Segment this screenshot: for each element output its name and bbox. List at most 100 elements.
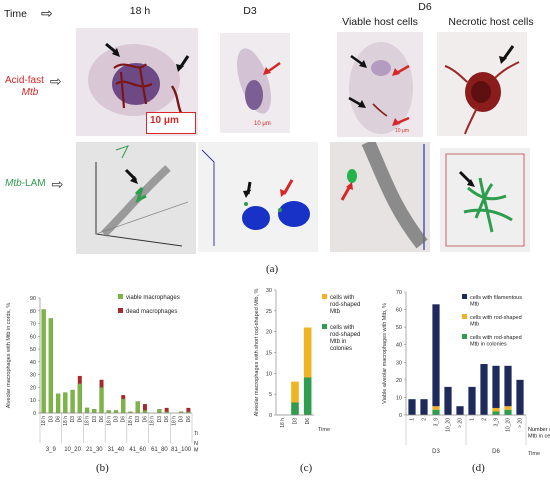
scale-bar-label: 10 μm (395, 128, 409, 134)
x-tick-label: 1 (410, 418, 416, 421)
legend-label: cells with rod-shaped Mtb in colonies (330, 325, 360, 352)
x-tick-label: D3 (48, 416, 54, 423)
legend-swatch (118, 294, 123, 299)
x-tick-label: 18 h (280, 418, 286, 428)
col-header-d3: D3 (243, 5, 257, 17)
x-tick-label: D3 (135, 416, 141, 423)
x-tick-label: D3 (293, 418, 299, 425)
chart-c: 0 5 10 15 20 25 30 18 h D3 D6 Time Alveolar macroph… (250, 280, 380, 460)
row-label-lam-suffix: -LAM (21, 178, 46, 189)
group-label: D3 (432, 449, 440, 455)
y-tick-label: 20 (30, 385, 36, 391)
scale-bar-label: 10 μm (254, 121, 271, 127)
bar-viable (63, 392, 68, 414)
bar-viable (142, 410, 148, 414)
x-tick-label: D6 (164, 416, 170, 423)
y-tick-label: 10 (30, 398, 36, 404)
micrograph-18h-acid-fast: 10 μm (76, 28, 198, 136)
right-arrow-icon: ⇨ (51, 176, 64, 192)
x-tick-label: 18 h (106, 416, 112, 426)
bar-rod (303, 327, 312, 378)
y-tick-label: 70 (396, 290, 402, 296)
micrograph-d3-acid-fast: 10 μm (220, 33, 290, 133)
x-tick-label: > 20 (458, 418, 464, 428)
bar-dead (186, 407, 191, 412)
y-tick-label: 60 (396, 308, 402, 314)
micrograph-d6-necrotic-lam (440, 148, 530, 252)
group-label: 41_60 (129, 447, 146, 453)
micrograph-18h-lam (76, 142, 196, 254)
bar-colonies (492, 411, 500, 415)
x-tick-label: 2 (422, 418, 428, 421)
bar-filamentous (468, 386, 476, 415)
x-tick-label: D6 (142, 416, 148, 423)
bar-viable (99, 387, 104, 414)
group-label: 3_9 (46, 447, 57, 453)
bar-viable (55, 393, 61, 414)
x-tick-label: D3 (70, 416, 76, 423)
chart-d-svg: 0 10 20 30 40 50 60 70 1 2 3_9 10_20 > 20 1 2 3_9 10_20 >… (382, 290, 550, 457)
group-axis-label: Number ofMtb in cells (528, 427, 550, 440)
bar-viable (92, 409, 97, 414)
y-axis-label: Alveolar macrophages with short rod-shap… (254, 289, 260, 417)
x-tick-label: D6 (186, 416, 192, 423)
x-tick-label: 10_20 (506, 418, 512, 432)
bar-filamentous (492, 365, 500, 408)
bar-filamentous (504, 365, 512, 407)
time-axis-label: Time (318, 427, 330, 433)
bar-viable (41, 309, 46, 414)
time-label: Time (4, 7, 27, 20)
bar-colonies (291, 402, 299, 415)
legend-label: cells with rod-shaped Mtb in colonies (470, 335, 522, 348)
bar-filamentous (480, 364, 488, 415)
x-tick-label: 1 (470, 418, 476, 421)
micrograph-d6-necrotic-acid-fast (437, 32, 527, 136)
bar-filamentous (456, 406, 464, 415)
figure-label-c: (c) (300, 462, 313, 474)
chart-c-svg: 0 5 10 15 20 25 30 18 h D3 D6 Time Alveolar macroph… (254, 288, 360, 433)
y-tick-label: 60 (30, 334, 36, 340)
x-tick-label: D6 (56, 416, 62, 423)
x-tick-label: 3_9 (494, 418, 500, 427)
bar-rod (432, 406, 440, 410)
x-tick-label: > 20 (518, 418, 524, 428)
legend-label: cells with rod-shaped Mtb (330, 295, 360, 315)
legend-swatch (322, 324, 327, 329)
col-header-18h: 18 h (129, 5, 151, 17)
x-tick-label: D3 (157, 416, 163, 423)
bar-filamentous (420, 399, 428, 415)
group-label: 61_80 (151, 447, 168, 453)
bar-dead (99, 379, 104, 388)
y-tick-label: 30 (266, 288, 272, 294)
x-tick-label: D3 (92, 416, 98, 423)
bar-dead (164, 407, 169, 412)
legend-swatch (322, 294, 327, 299)
y-tick-label: 0 (269, 413, 272, 419)
y-tick-label: 70 (30, 322, 36, 328)
bar-viable (157, 409, 162, 414)
bar-dead (121, 395, 126, 399)
bar-dead (77, 375, 82, 384)
time-header: Time ⇨ (4, 5, 53, 22)
legend-swatch (462, 294, 467, 299)
bar-viable (135, 401, 140, 414)
micrograph-d3-lam (198, 142, 318, 252)
time-axis-label: Time (194, 431, 198, 437)
chart-d: 0 10 20 30 40 50 60 70 1 2 3_9 10_20 > 20 1 2 3_9 10_20 >… (378, 280, 550, 460)
bar-colonies (432, 409, 440, 415)
bar-filamentous (408, 399, 416, 415)
x-tick-label: 18 h (150, 416, 156, 426)
legend-swatch (118, 308, 123, 313)
x-tick-label: D6 (305, 418, 311, 425)
legend-label: viable macrophages (126, 295, 180, 301)
bar-rod (504, 406, 512, 410)
y-axis-label: Viable alveolar macrophages with Mtb, % (382, 303, 388, 404)
legend-label: dead macrophages (126, 309, 177, 315)
bar-viable (121, 398, 126, 414)
row-label-lam: Mtb -LAM ⇨ (5, 176, 64, 192)
bar-viable (70, 389, 75, 414)
col-header-necrotic: Necrotic host cells (448, 16, 534, 28)
y-axis-label: Alveolar macrophages with Mtb in cords, … (6, 303, 12, 409)
y-tick-label: 5 (269, 392, 272, 398)
